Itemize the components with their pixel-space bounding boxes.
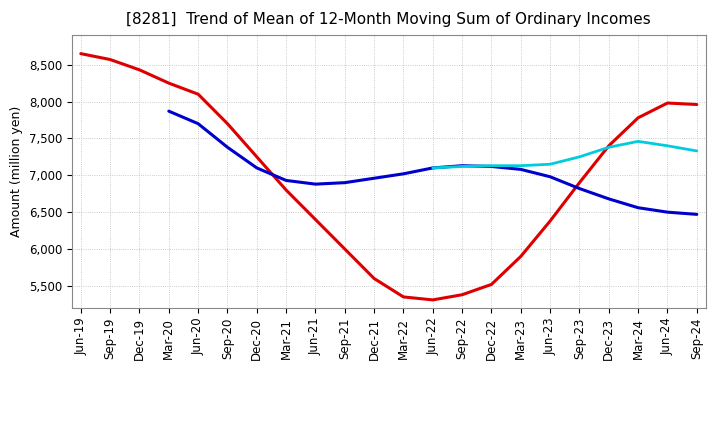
7 Years: [516, 163, 525, 169]
3 Years: [634, 115, 642, 121]
3 Years: [605, 143, 613, 148]
5 Years: [223, 145, 232, 150]
3 Years: [693, 102, 701, 107]
3 Years: [458, 292, 467, 297]
3 Years: [370, 276, 379, 281]
Y-axis label: Amount (million yen): Amount (million yen): [10, 106, 23, 237]
7 Years: [663, 143, 672, 148]
5 Years: [458, 163, 467, 169]
Title: [8281]  Trend of Mean of 12-Month Moving Sum of Ordinary Incomes: [8281] Trend of Mean of 12-Month Moving …: [127, 12, 651, 27]
3 Years: [106, 57, 114, 62]
5 Years: [575, 186, 584, 191]
5 Years: [693, 212, 701, 217]
3 Years: [516, 254, 525, 259]
3 Years: [164, 81, 173, 86]
5 Years: [428, 165, 437, 171]
5 Years: [311, 181, 320, 187]
3 Years: [135, 67, 144, 73]
3 Years: [663, 100, 672, 106]
3 Years: [428, 297, 437, 303]
5 Years: [605, 196, 613, 202]
3 Years: [341, 246, 349, 252]
5 Years: [487, 164, 496, 169]
7 Years: [546, 161, 554, 167]
3 Years: [194, 92, 202, 97]
3 Years: [282, 187, 290, 193]
7 Years: [487, 163, 496, 169]
5 Years: [546, 174, 554, 180]
5 Years: [370, 176, 379, 181]
Line: 3 Years: 3 Years: [81, 54, 697, 300]
7 Years: [575, 154, 584, 159]
5 Years: [164, 109, 173, 114]
7 Years: [634, 139, 642, 144]
7 Years: [428, 165, 437, 171]
5 Years: [634, 205, 642, 210]
Line: 7 Years: 7 Years: [433, 141, 697, 168]
3 Years: [253, 154, 261, 159]
3 Years: [223, 121, 232, 126]
7 Years: [458, 164, 467, 169]
7 Years: [605, 145, 613, 150]
5 Years: [282, 178, 290, 183]
Line: 5 Years: 5 Years: [168, 111, 697, 214]
3 Years: [311, 217, 320, 222]
5 Years: [399, 171, 408, 176]
5 Years: [253, 165, 261, 171]
5 Years: [663, 209, 672, 215]
3 Years: [546, 218, 554, 224]
3 Years: [575, 180, 584, 185]
3 Years: [76, 51, 85, 56]
5 Years: [194, 121, 202, 126]
7 Years: [693, 148, 701, 154]
5 Years: [516, 167, 525, 172]
5 Years: [341, 180, 349, 185]
3 Years: [399, 294, 408, 300]
3 Years: [487, 282, 496, 287]
